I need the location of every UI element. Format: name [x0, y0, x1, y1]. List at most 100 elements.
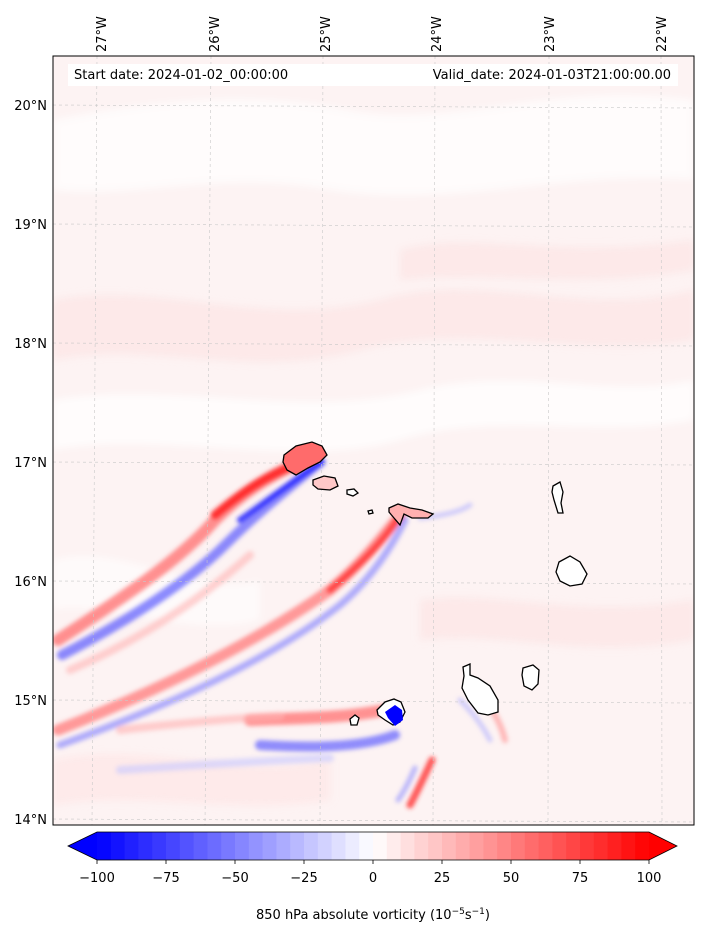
colorbar-segments [68, 832, 677, 860]
lat-label: 19°N [14, 218, 47, 233]
colorbar-segment [166, 832, 181, 860]
latitude-labels: 20°N 19°N 18°N 17°N 16°N 15°N 14°N [14, 99, 47, 828]
colorbar-segment [304, 832, 319, 860]
island-boa-vista [555, 555, 588, 587]
lon-label: 25°W [319, 16, 334, 52]
colorbar-segment [207, 832, 222, 860]
map-frame [52, 55, 695, 826]
colorbar-segment [317, 832, 332, 860]
gridlines [53, 56, 694, 825]
colorbar-segment [455, 832, 470, 860]
lat-label: 17°N [14, 456, 47, 471]
colorbar-segment [621, 832, 636, 860]
colorbar-segment [331, 832, 346, 860]
colorbar-segment [566, 832, 581, 860]
island-sal [551, 481, 564, 514]
pink-streak-upper [66, 551, 254, 674]
colorbar-tick-label: 50 [503, 871, 520, 886]
island-raso [367, 509, 374, 515]
colorbar-segment [524, 832, 539, 860]
colorbar-segment [469, 832, 484, 860]
lat-label: 20°N [14, 99, 47, 114]
colorbar-segment [538, 832, 553, 860]
lat-label: 14°N [14, 813, 47, 828]
colorbar-tick-labels: −100 −75 −50 −25 0 25 50 75 100 [79, 871, 661, 886]
colorbar-title-exp2: −1 [472, 907, 485, 917]
island-fogo-blue-lobe [385, 705, 403, 726]
colorbar-segment [248, 832, 263, 860]
blue-streak-lower-faint [116, 754, 334, 774]
colorbar-title-end: ) [485, 908, 490, 923]
colorbar-segment [593, 832, 608, 860]
island-santo-antao [282, 441, 328, 476]
lon-label: 23°W [543, 16, 558, 52]
lon-label: 22°W [655, 16, 670, 52]
colorbar-segment [511, 832, 526, 860]
colorbar-segment [179, 832, 194, 860]
colorbar-tick-label: 100 [637, 871, 662, 886]
colorbar-tick-label: −25 [290, 871, 317, 886]
colorbar-segment [359, 832, 374, 860]
colorbar-tick-label: 25 [434, 871, 451, 886]
colorbar-title: 850 hPa absolute vorticity (10−5s−1) [256, 907, 490, 923]
vorticity-streaks [53, 453, 508, 809]
blue-streak-boa-vista [457, 697, 493, 743]
lat-label: 18°N [14, 337, 47, 352]
longitude-labels: 27°W 26°W 25°W 24°W 23°W 22°W [95, 16, 670, 52]
lat-label: 15°N [14, 694, 47, 709]
colorbar-segment [373, 832, 388, 860]
lat-label: 16°N [14, 575, 47, 590]
colorbar: −100 −75 −50 −25 0 25 50 75 100 850 hPa … [67, 831, 678, 923]
map-panel [53, 56, 694, 825]
island-santa-luzia [346, 488, 360, 497]
colorbar-tick-label: −100 [79, 871, 115, 886]
colorbar-segment [152, 832, 167, 860]
colorbar-segment [414, 832, 429, 860]
colorbar-title-exp1: −5 [452, 907, 465, 917]
colorbar-segment [580, 832, 595, 860]
colorbar-tick-label: −50 [221, 871, 248, 886]
start-date-label: Start date: 2024-01-02_00:00:00 [74, 68, 288, 83]
colorbar-segment [442, 832, 457, 860]
red-streak-lower-faint [116, 712, 284, 734]
colorbar-segment [428, 832, 443, 860]
colorbar-segment [345, 832, 360, 860]
colorbar-segment [193, 832, 208, 860]
colorbar-extend-min [68, 832, 97, 860]
colorbar-title-main: 850 hPa absolute vorticity (10 [256, 908, 452, 923]
colorbar-tick-label: 75 [572, 871, 589, 886]
lon-label: 27°W [95, 16, 110, 52]
colorbar-segment [607, 832, 622, 860]
blue-streak-lower [255, 730, 400, 752]
island-sao-nicolau [388, 503, 435, 527]
lon-label: 24°W [430, 16, 445, 52]
colorbar-segment [221, 832, 236, 860]
blue-streak-middle [56, 516, 409, 749]
lon-label: 26°W [208, 16, 223, 52]
colorbar-segment [497, 832, 512, 860]
colorbar-segment [138, 832, 153, 860]
colorbar-segment [386, 832, 401, 860]
island-brava [349, 714, 360, 726]
colorbar-segment [124, 832, 139, 860]
blue-streak-upper-core [237, 459, 325, 523]
island-sao-vicente [312, 475, 339, 491]
island-maio [521, 664, 540, 691]
colorbar-tick-label: 0 [369, 871, 377, 886]
colorbar-segment [235, 832, 250, 860]
colorbar-segment [97, 832, 112, 860]
red-streak-south [406, 756, 436, 809]
colorbar-segment [400, 832, 415, 860]
colorbar-tick-label: −75 [152, 871, 179, 886]
colorbar-segment [552, 832, 567, 860]
header-box [68, 64, 678, 86]
colorbar-segment [483, 832, 498, 860]
colorbar-extend-max [649, 832, 677, 860]
valid-date-label: Valid_date: 2024-01-03T21:00:00.00 [433, 68, 671, 83]
colorbar-ticks [96, 860, 650, 864]
island-sao-tiago [461, 663, 499, 716]
red-streak-middle-tip [326, 511, 404, 594]
colorbar-segment [110, 832, 125, 860]
colorbar-segment [290, 832, 305, 860]
